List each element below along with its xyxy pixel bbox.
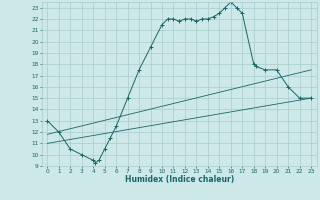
X-axis label: Humidex (Indice chaleur): Humidex (Indice chaleur) [124, 175, 234, 184]
